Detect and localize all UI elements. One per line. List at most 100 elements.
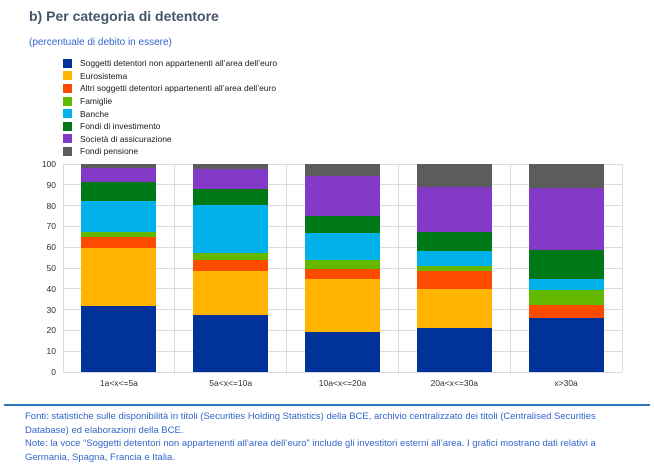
legend-item: Banche (63, 107, 277, 120)
y-axis-tick-label: 50 (46, 263, 56, 273)
bar-segment (305, 332, 380, 372)
stacked-bar-3 (305, 164, 380, 372)
bar-segment (305, 175, 380, 217)
bar-segment (416, 251, 492, 266)
legend-label: Altri soggetti detentori appartenenti al… (80, 83, 277, 94)
bar-segment (193, 204, 269, 254)
gridline-vertical (397, 164, 399, 372)
legend-label: Fondi pensione (80, 146, 139, 157)
bar-segment (305, 216, 380, 233)
chart-title: b) Per categoria di detentore (29, 8, 219, 24)
x-axis-category-label: 5a<x<=10a (209, 378, 253, 388)
bar-segment (193, 253, 269, 260)
y-axis-tick-label: 30 (46, 304, 56, 315)
bar-segment (193, 271, 269, 315)
legend-item: Famiglie (63, 95, 277, 108)
footer-divider (4, 404, 650, 406)
gridline-horizontal (63, 163, 622, 165)
plot-area: 0 10 20 30 40 50 60 70 80 90 100 1a<x<=5a 5a<x<=10a 1… (42, 159, 623, 388)
bar-segment (305, 232, 380, 260)
bar-segment (81, 231, 157, 237)
bar-segment (416, 288, 492, 329)
bar-segment (416, 328, 492, 372)
gridline-vertical (621, 164, 623, 372)
stacked-bar-2 (193, 164, 269, 372)
legend-swatch-icon (63, 58, 72, 68)
bar-segment (81, 181, 157, 202)
bar-segment (528, 250, 604, 280)
y-axis-tick-label: 40 (46, 283, 56, 294)
chart-subtitle: (percentuale di debito in essere) (29, 37, 172, 48)
gridline-vertical (62, 164, 64, 372)
bar-segment (193, 259, 269, 272)
y-axis-tick-label: 70 (46, 221, 56, 232)
legend-label: Famiglie (80, 96, 113, 107)
y-axis-tick-label: 10 (46, 346, 56, 357)
bar-segment (81, 164, 157, 169)
x-axis-category-label: 10a<x<=20a (318, 378, 367, 388)
bar-segment (416, 271, 492, 289)
y-axis-tick-label: 90 (46, 179, 56, 190)
bar-segment (81, 306, 157, 372)
bar-segment (528, 187, 604, 251)
gridline-vertical (174, 164, 176, 372)
y-axis-tick-label: 60 (46, 242, 56, 253)
chart-legend: Soggetti detentori non appartenenti all’… (63, 57, 277, 158)
legend-swatch-icon (63, 71, 72, 81)
bar-segment (81, 201, 157, 232)
bar-segment (81, 236, 157, 249)
bar-segment (305, 259, 380, 270)
bar-segment (416, 265, 492, 272)
legend-swatch-icon (63, 134, 72, 144)
bar-segment (528, 317, 604, 372)
bar-segment (528, 305, 604, 318)
bar-segment (305, 164, 380, 176)
footer: Fonti: statistiche sulle disponibilità i… (25, 410, 639, 464)
legend-label: Soggetti detentori non appartenenti all’… (80, 58, 278, 69)
legend-item: Altri soggetti detentori appartenenti al… (63, 82, 277, 95)
bar-segment (528, 279, 604, 290)
bar-segment (305, 279, 380, 333)
bar-segment (416, 164, 492, 187)
bar-segment (193, 164, 269, 170)
bar-segment (193, 189, 269, 205)
legend-swatch-icon (63, 146, 72, 156)
x-axis-category-label: 20a<x<=30a (430, 378, 479, 388)
x-axis-category-label: 1a<x<=5a (99, 378, 138, 388)
y-axis-tick-label: 20 (46, 325, 56, 336)
legend-swatch-icon (63, 96, 72, 106)
gridline-vertical (509, 164, 511, 372)
legend-label: Fondi di investimento (80, 121, 161, 132)
legend-label: Società di assicurazione (80, 133, 172, 144)
legend-label: Banche (80, 108, 109, 119)
stacked-bar-4 (416, 164, 492, 372)
legend-item: Società di assicurazione (63, 133, 277, 146)
stacked-bar-5 (528, 164, 604, 372)
gridline-horizontal (63, 371, 622, 373)
legend-label: Eurosistema (80, 70, 128, 81)
legend-item: Soggetti detentori non appartenenti all’… (63, 57, 277, 70)
x-axis-category-label: x>30a (554, 378, 578, 388)
y-axis-tick-label: 100 (41, 159, 56, 169)
bar-segment (528, 164, 604, 188)
legend-item: Fondi pensione (63, 145, 277, 158)
bar-segment (305, 269, 380, 280)
footer-sources: Fonti: statistiche sulle disponibilità i… (25, 411, 596, 436)
bar-segment (81, 168, 157, 182)
bar-segment (81, 248, 157, 307)
bar-segment (416, 186, 492, 232)
y-axis-tick-label: 80 (46, 200, 56, 211)
footer-note: Note: la voce “Soggetti detentori non ap… (25, 438, 596, 463)
bar-segment (416, 231, 492, 252)
bar-segment (193, 314, 269, 372)
legend-item: Fondi di investimento (63, 120, 277, 133)
legend-item: Eurosistema (63, 70, 277, 83)
stacked-bar-1 (81, 164, 157, 372)
bar-segment (193, 169, 269, 189)
legend-swatch-icon (63, 109, 72, 119)
y-axis-tick-label: 0 (51, 367, 56, 377)
legend-swatch-icon (63, 121, 72, 131)
legend-swatch-icon (63, 83, 72, 93)
bar-segment (528, 289, 604, 306)
